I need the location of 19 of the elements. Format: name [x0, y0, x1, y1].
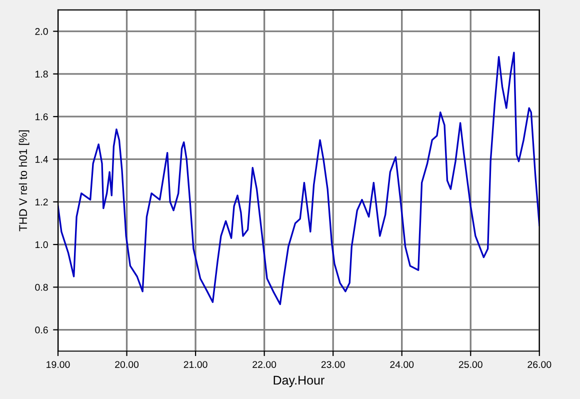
x-tick-label: 24.00 — [390, 361, 414, 368]
y-tick-label: 1.4 — [36, 156, 48, 163]
y-axis-title: THD V rel to h01 [%] — [18, 130, 30, 232]
x-axis-title: Day.Hour — [274, 376, 324, 388]
x-tick-label: 22.00 — [252, 361, 276, 368]
x-tick-label: 20.00 — [115, 361, 139, 368]
line-series — [58, 52, 540, 306]
y-tick-label: 2.0 — [35, 28, 48, 35]
y-tick-label: 0.8 — [35, 284, 48, 291]
x-tick-label: 19.00 — [46, 361, 70, 368]
x-tick-label: 23.00 — [321, 361, 345, 368]
y-tick-label: 0.6 — [35, 326, 48, 334]
y-tick-label: 1.8 — [36, 70, 48, 78]
x-tick-label: 21.00 — [184, 361, 208, 368]
x-tick-label: 25.00 — [458, 361, 482, 368]
y-tick-label: 1.6 — [36, 113, 48, 120]
y-tick-label: 1.2 — [36, 198, 48, 206]
x-tick-label: 26.00 — [528, 361, 552, 368]
y-tick-label: 1.0 — [36, 241, 48, 248]
